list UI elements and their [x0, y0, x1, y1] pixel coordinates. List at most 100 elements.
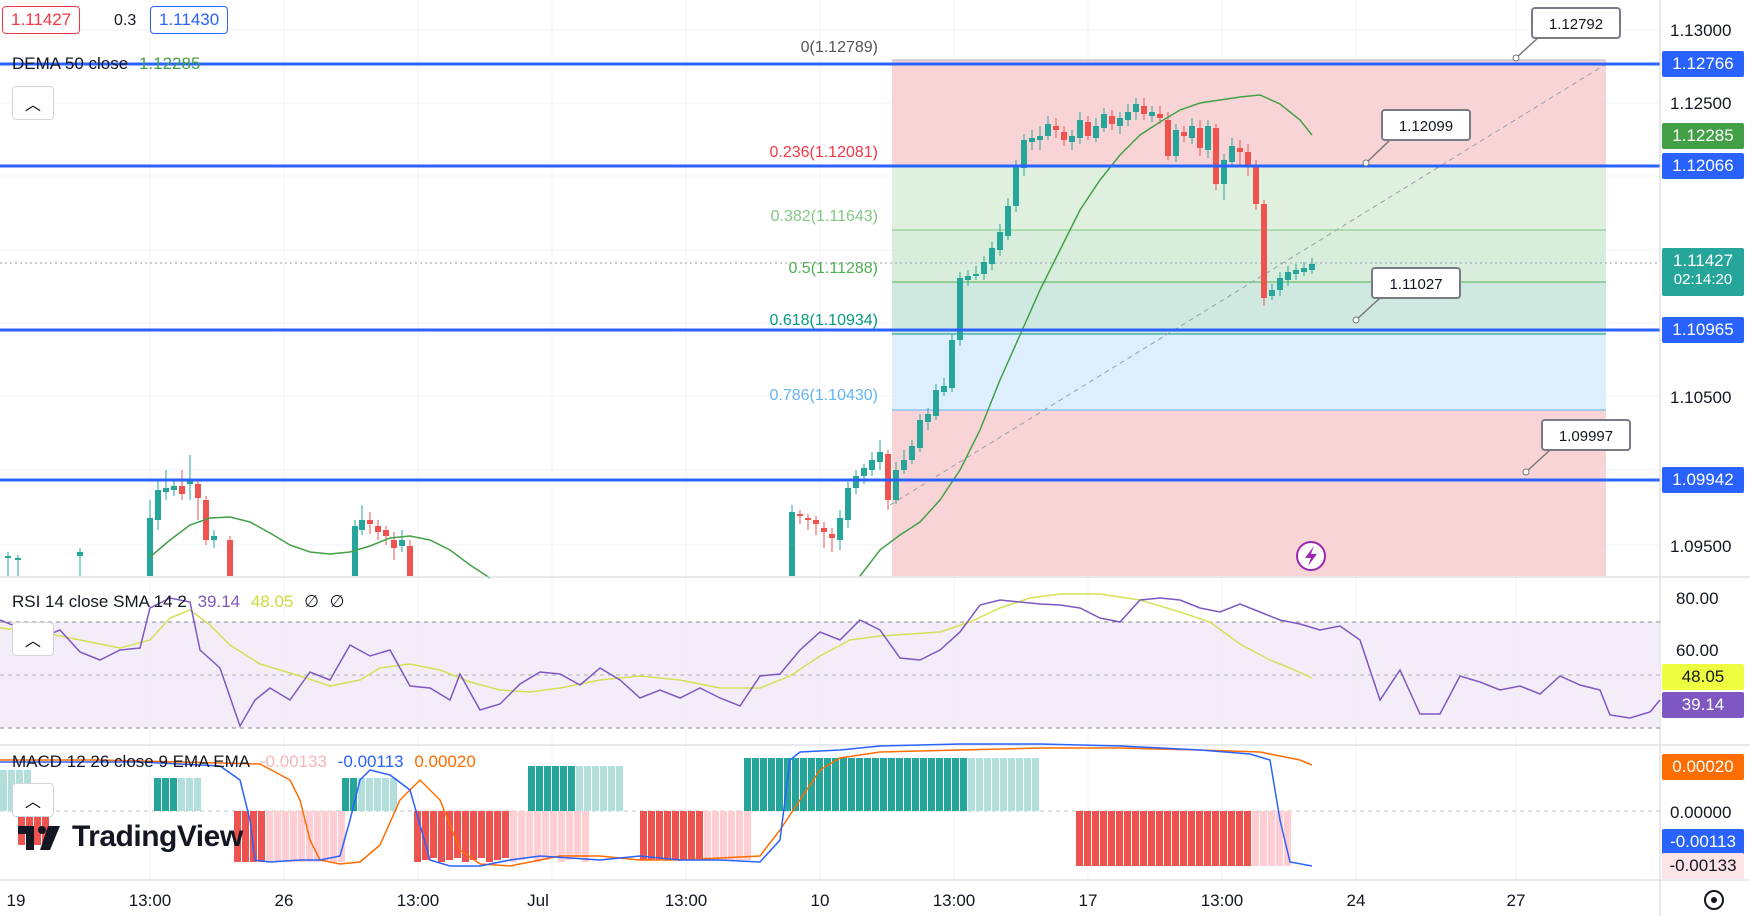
- macd-bar: [968, 758, 975, 811]
- macd-bar: [178, 778, 185, 811]
- horizontal-levels[interactable]: [0, 62, 1660, 482]
- candle: [1061, 126, 1067, 146]
- candle: [1157, 106, 1163, 124]
- tag-level-4[interactable]: 1.09942: [1662, 467, 1744, 493]
- macd-bar: [952, 758, 959, 811]
- macd-bar: [640, 811, 647, 860]
- rsi-sma-tag: 48.05: [1662, 664, 1744, 690]
- macd-pane[interactable]: [0, 743, 1660, 867]
- candle: [797, 510, 803, 524]
- rsi-pane[interactable]: [0, 593, 1661, 729]
- lightning-icon[interactable]: [1296, 541, 1326, 571]
- macd-bar: [1188, 811, 1195, 866]
- macd-hist-tag: -0.00133: [1662, 853, 1744, 879]
- candle: [893, 462, 899, 504]
- candle: [997, 224, 1003, 256]
- macd-bar: [350, 778, 357, 811]
- macd-bar: [592, 766, 599, 811]
- price-axis[interactable]: 1.13000 1.12500 1.10500 1.09500: [1670, 21, 1731, 556]
- macd-bar: [34, 811, 41, 845]
- bid-price: 1.11427: [11, 10, 72, 29]
- candle: [77, 548, 83, 576]
- macd-bar: [720, 811, 727, 860]
- fib-retracement[interactable]: [892, 59, 1606, 576]
- ask-box[interactable]: 1.11430: [150, 6, 229, 34]
- macd-bar: [832, 758, 839, 811]
- tradingview-logo[interactable]: TradingView: [16, 820, 243, 854]
- macd-bar: [250, 811, 257, 862]
- rsi-extra-2: ∅: [329, 592, 345, 611]
- time-axis[interactable]: 19 13:00 26 13:00 Jul 13:00 10 13:00 17 …: [7, 891, 1526, 910]
- macd-bar: [1076, 811, 1083, 866]
- countdown: 02:14:20: [1673, 271, 1733, 288]
- current-price-tag[interactable]: 1.11427 02:14:20: [1662, 248, 1744, 296]
- tag-level-1[interactable]: 1.12766: [1662, 51, 1744, 77]
- callout-3-text: 1.11027: [1389, 276, 1442, 293]
- macd-bar: [920, 758, 927, 811]
- fib-label-382: 0.382(1.11643): [771, 208, 878, 225]
- macd-bar: [574, 811, 581, 858]
- macd-bar: [566, 811, 573, 860]
- macd-bar: [1228, 811, 1235, 866]
- tag-dema[interactable]: 1.12285: [1662, 123, 1744, 149]
- price-tick-2: 1.10500: [1670, 388, 1731, 407]
- candle: [965, 270, 971, 286]
- candle: [1221, 154, 1227, 200]
- candle: [1021, 134, 1027, 176]
- macd-bar: [872, 758, 879, 811]
- macd-signal-value: 0.00020: [414, 752, 476, 771]
- macd-bar: [438, 811, 445, 862]
- macd-bar: [582, 811, 589, 862]
- macd-bar: [42, 811, 49, 845]
- candle: [367, 512, 373, 534]
- macd-bar: [8, 770, 15, 811]
- price-callouts[interactable]: 1.12792 1.12099 1.11027 1.09997: [1352, 7, 1631, 476]
- macd-bar: [960, 758, 967, 811]
- rsi-legend[interactable]: RSI 14 close SMA 14 2 39.14 48.05 ∅ ∅: [12, 592, 344, 612]
- macd-bar: [824, 758, 831, 811]
- macd-line-value: -0.00113: [337, 752, 404, 771]
- macd-bar: [792, 758, 799, 811]
- macd-bar: [1284, 811, 1291, 866]
- macd-bar: [382, 778, 389, 811]
- macd-bar: [414, 811, 421, 862]
- macd-bar: [928, 758, 935, 811]
- collapse-rsi-button[interactable]: ︿: [12, 622, 54, 656]
- settings-icon[interactable]: [1704, 890, 1724, 910]
- collapse-legend-button[interactable]: ︿: [12, 86, 54, 120]
- candle: [227, 536, 233, 576]
- rsi-extra-1: ∅: [304, 592, 319, 611]
- macd-legend[interactable]: MACD 12 26 close 9 EMA EMA -0.00133 -0.0…: [12, 752, 476, 772]
- macd-histogram: [0, 758, 1291, 866]
- candle: [989, 242, 995, 270]
- macd-bar: [258, 811, 265, 862]
- macd-bar: [880, 758, 887, 811]
- time-tick-10: 24: [1347, 891, 1366, 910]
- tag-level-2[interactable]: 1.12066: [1662, 153, 1744, 179]
- collapse-macd-button[interactable]: ︿: [12, 783, 54, 817]
- rsi-value: 39.14: [197, 592, 241, 611]
- candle: [163, 470, 169, 500]
- price-tick-0: 1.13000: [1670, 21, 1731, 40]
- candle: [187, 455, 193, 500]
- candle: [1093, 118, 1099, 142]
- macd-bar: [944, 758, 951, 811]
- candle: [821, 522, 827, 548]
- macd-bar: [242, 811, 249, 862]
- macd-bar: [608, 766, 615, 811]
- macd-bar: [568, 766, 575, 811]
- macd-bar: [688, 811, 695, 860]
- tag-level-3[interactable]: 1.10965: [1662, 317, 1744, 343]
- macd-bar: [552, 766, 559, 811]
- macd-bar: [558, 811, 565, 862]
- dema-legend[interactable]: DEMA 50 close 1.12285: [12, 54, 200, 74]
- candle: [352, 520, 358, 576]
- candle: [957, 272, 963, 346]
- macd-bar: [330, 811, 337, 862]
- time-tick-4: Jul: [527, 891, 549, 910]
- macd-bar: [1032, 758, 1039, 811]
- bid-box[interactable]: 1.11427: [2, 6, 81, 34]
- macd-bar: [1268, 811, 1275, 866]
- candle: [949, 334, 955, 392]
